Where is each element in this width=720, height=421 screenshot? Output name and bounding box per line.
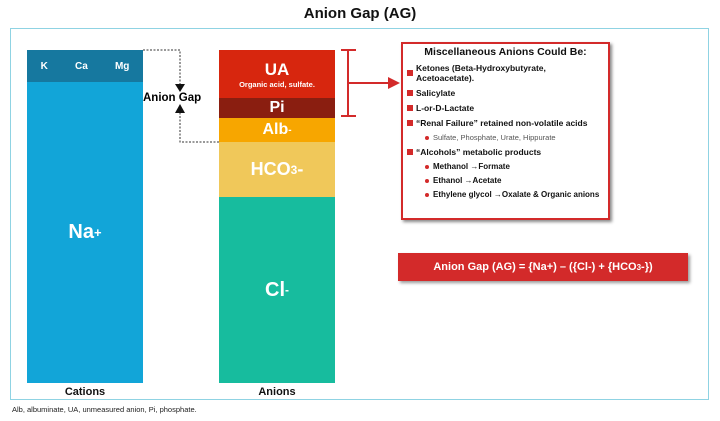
bullet-icon [407, 70, 413, 76]
bullet-icon [407, 90, 413, 96]
anion-gap-label: Anion Gap [143, 92, 202, 104]
misc-heading: Miscellaneous Anions Could Be: [424, 46, 587, 58]
list-item: Ketones (Beta-Hydroxybutyrate, Acetoacet… [407, 63, 604, 83]
gap-top-line [143, 49, 181, 85]
sub-item: Sulfate, Phosphate, Urate, Hippurate [425, 133, 604, 142]
sub-item: Ethylene glycol →Oxalate & Organic anion… [425, 190, 604, 199]
formula-end: -}) [641, 261, 653, 273]
alb-charge: - [288, 124, 292, 136]
list-item: Salicylate [407, 88, 604, 98]
item-text: “Renal Failure” retained non-volatile ac… [416, 118, 588, 128]
anions-label: Anions [258, 386, 296, 398]
sub-text: Sulfate, Phosphate, Urate, Hippurate [433, 133, 556, 142]
anions-bar: UA Organic acid, sulfate. Pi Alb - HCO 3- … [219, 50, 335, 383]
dot-icon [425, 135, 429, 140]
hco3-segment: HCO 3- [219, 142, 335, 197]
misc-anions-box: Miscellaneous Anions Could Be: Ketones (… [401, 42, 610, 220]
dot-icon [425, 178, 429, 183]
dot-icon [425, 164, 429, 169]
list-item: “Alcohols” metabolic products [407, 147, 604, 157]
list-item: L-or-D-Lactate [407, 103, 604, 113]
cl-label: Cl [265, 278, 285, 301]
hco3-charge: - [297, 159, 304, 179]
list-item: “Renal Failure” retained non-volatile ac… [407, 118, 604, 128]
gap-bottom-line [179, 112, 219, 143]
gap-down-arrow-icon [175, 84, 185, 92]
ua-label: UA [264, 59, 290, 79]
cl-segment: Cl - [219, 197, 335, 383]
sub-item: Methanol →Formate [425, 162, 604, 171]
right-arrow-icon [388, 77, 400, 89]
caption: Alb, albuminate, UA, unmeasured anion, P… [12, 405, 197, 414]
na-label: Na [68, 221, 94, 243]
mg-label: Mg [114, 60, 130, 72]
cl-charge: - [285, 283, 289, 297]
item-text: “Alcohols” metabolic products [416, 147, 542, 157]
sub-text: Ethanol →Acetate [433, 176, 502, 185]
diagram-frame [10, 28, 709, 400]
formula-text: Anion Gap (AG) = {Na+) – ({Cl-) + {HCO [433, 261, 637, 273]
ua-segment: UA Organic acid, sulfate. [219, 50, 335, 98]
bullet-icon [407, 149, 413, 155]
item-text: Salicylate [416, 88, 456, 98]
pi-segment: Pi [219, 98, 335, 118]
bullet-icon [407, 120, 413, 126]
alb-label: Alb [262, 121, 289, 138]
cations-bar: K Ca Mg Na + [27, 50, 143, 383]
na-charge: + [93, 225, 102, 240]
anion-gap-formula: Anion Gap (AG) = {Na+) – ({Cl-) + {HCO 3-… [398, 253, 688, 281]
bullet-icon [407, 105, 413, 111]
k-label: K [40, 60, 48, 72]
ca-label: Ca [74, 60, 88, 72]
minor-cations: K Ca Mg [27, 50, 143, 82]
item-text: L-or-D-Lactate [416, 103, 475, 113]
formula-sub: 3 [636, 262, 642, 272]
hco3-label: HCO [250, 159, 291, 179]
dot-icon [425, 192, 429, 197]
cations-label: Cations [64, 386, 106, 398]
ua-sublabel: Organic acid, sulfate. [239, 79, 315, 89]
sub-item: Ethanol →Acetate [425, 176, 604, 185]
na-segment: Na + [27, 82, 143, 383]
pi-label: Pi [269, 99, 285, 116]
gap-up-arrow-icon [175, 104, 185, 113]
alb-segment: Alb - [219, 118, 335, 142]
hco3-sub: 3 [290, 162, 298, 177]
diagram-title: Anion Gap (AG) [303, 5, 417, 22]
sub-text: Ethylene glycol →Oxalate & Organic anion… [433, 190, 600, 199]
sub-text: Methanol →Formate [433, 162, 510, 171]
item-text: Ketones (Beta-Hydroxybutyrate, Acetoacet… [416, 63, 546, 83]
